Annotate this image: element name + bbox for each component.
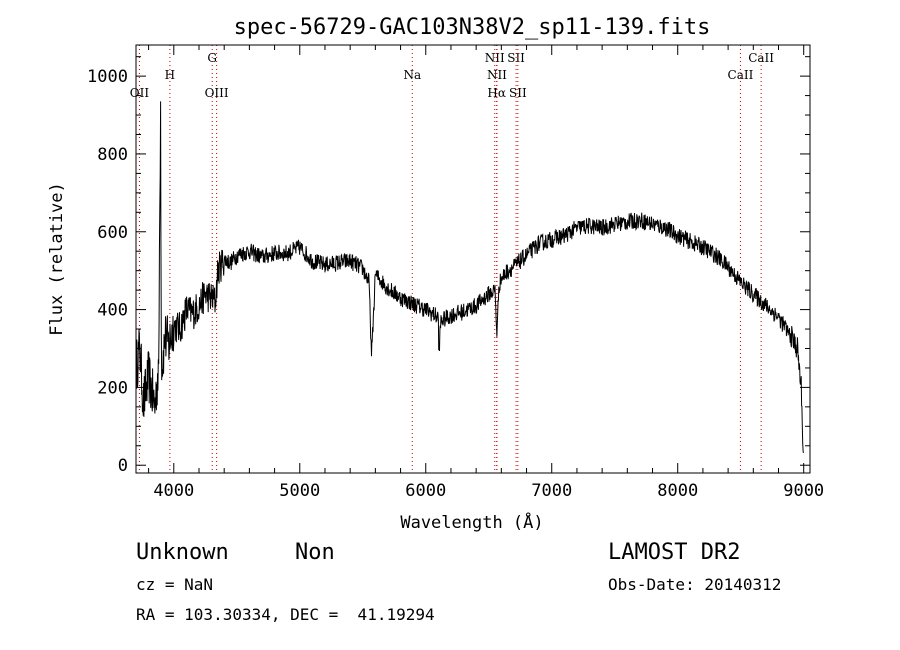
- x-tick-label: 5000: [279, 481, 320, 501]
- survey-name: LAMOST DR2: [608, 540, 741, 565]
- observation-date: Obs-Date: 20140312: [608, 575, 782, 594]
- coordinates: RA = 103.30334, DEC = 41.19294: [136, 605, 435, 624]
- plot-frame: [135, 44, 811, 474]
- y-axis-label: Flux (relative): [47, 182, 67, 336]
- spectral-line-label: SII: [509, 86, 527, 100]
- y-tick-label: 400: [97, 301, 128, 321]
- y-tick-label: 0: [118, 456, 128, 476]
- x-axis-label: Wavelength (Å): [400, 511, 543, 533]
- spectrum-chart: spec-56729-GAC103N38V2_sp11-139.fits OII…: [47, 15, 824, 533]
- spectral-line-label: SII: [507, 51, 525, 65]
- spectral-line-label: OII: [130, 86, 150, 100]
- chart-title: spec-56729-GAC103N38V2_sp11-139.fits: [234, 15, 711, 40]
- axis-ticks: 4000 5000 6000 7000 8000 9000 0 200 400 600 800 100…: [87, 45, 824, 501]
- spectral-line-label: H: [165, 68, 175, 82]
- x-tick-label: 8000: [657, 481, 698, 501]
- spectral-line-label: OIII: [205, 86, 229, 100]
- spectral-line-label: NII: [487, 68, 507, 82]
- spectral-line-label: CaII: [748, 51, 774, 65]
- x-tick-label: 6000: [405, 481, 446, 501]
- y-tick-label: 800: [97, 145, 128, 165]
- x-tick-label: 4000: [153, 481, 194, 501]
- y-tick-label: 200: [97, 378, 128, 398]
- spectral-subclass: Non: [295, 540, 335, 565]
- redshift-value: cz = NaN: [136, 575, 214, 594]
- y-tick-label: 600: [97, 223, 128, 243]
- y-tick-label: 1000: [87, 67, 128, 87]
- x-tick-label: 7000: [531, 481, 572, 501]
- spectral-class: Unknown: [136, 540, 229, 565]
- spectral-line-label: Hα: [487, 86, 506, 100]
- spectral-line-label: CaII: [728, 68, 754, 82]
- x-tick-label: 9000: [783, 481, 824, 501]
- spectrum-series-line: [135, 101, 804, 453]
- spectral-line-label: Na: [403, 68, 421, 82]
- spectral-line-label: G: [207, 51, 217, 65]
- spectral-line-label: NII: [485, 51, 505, 65]
